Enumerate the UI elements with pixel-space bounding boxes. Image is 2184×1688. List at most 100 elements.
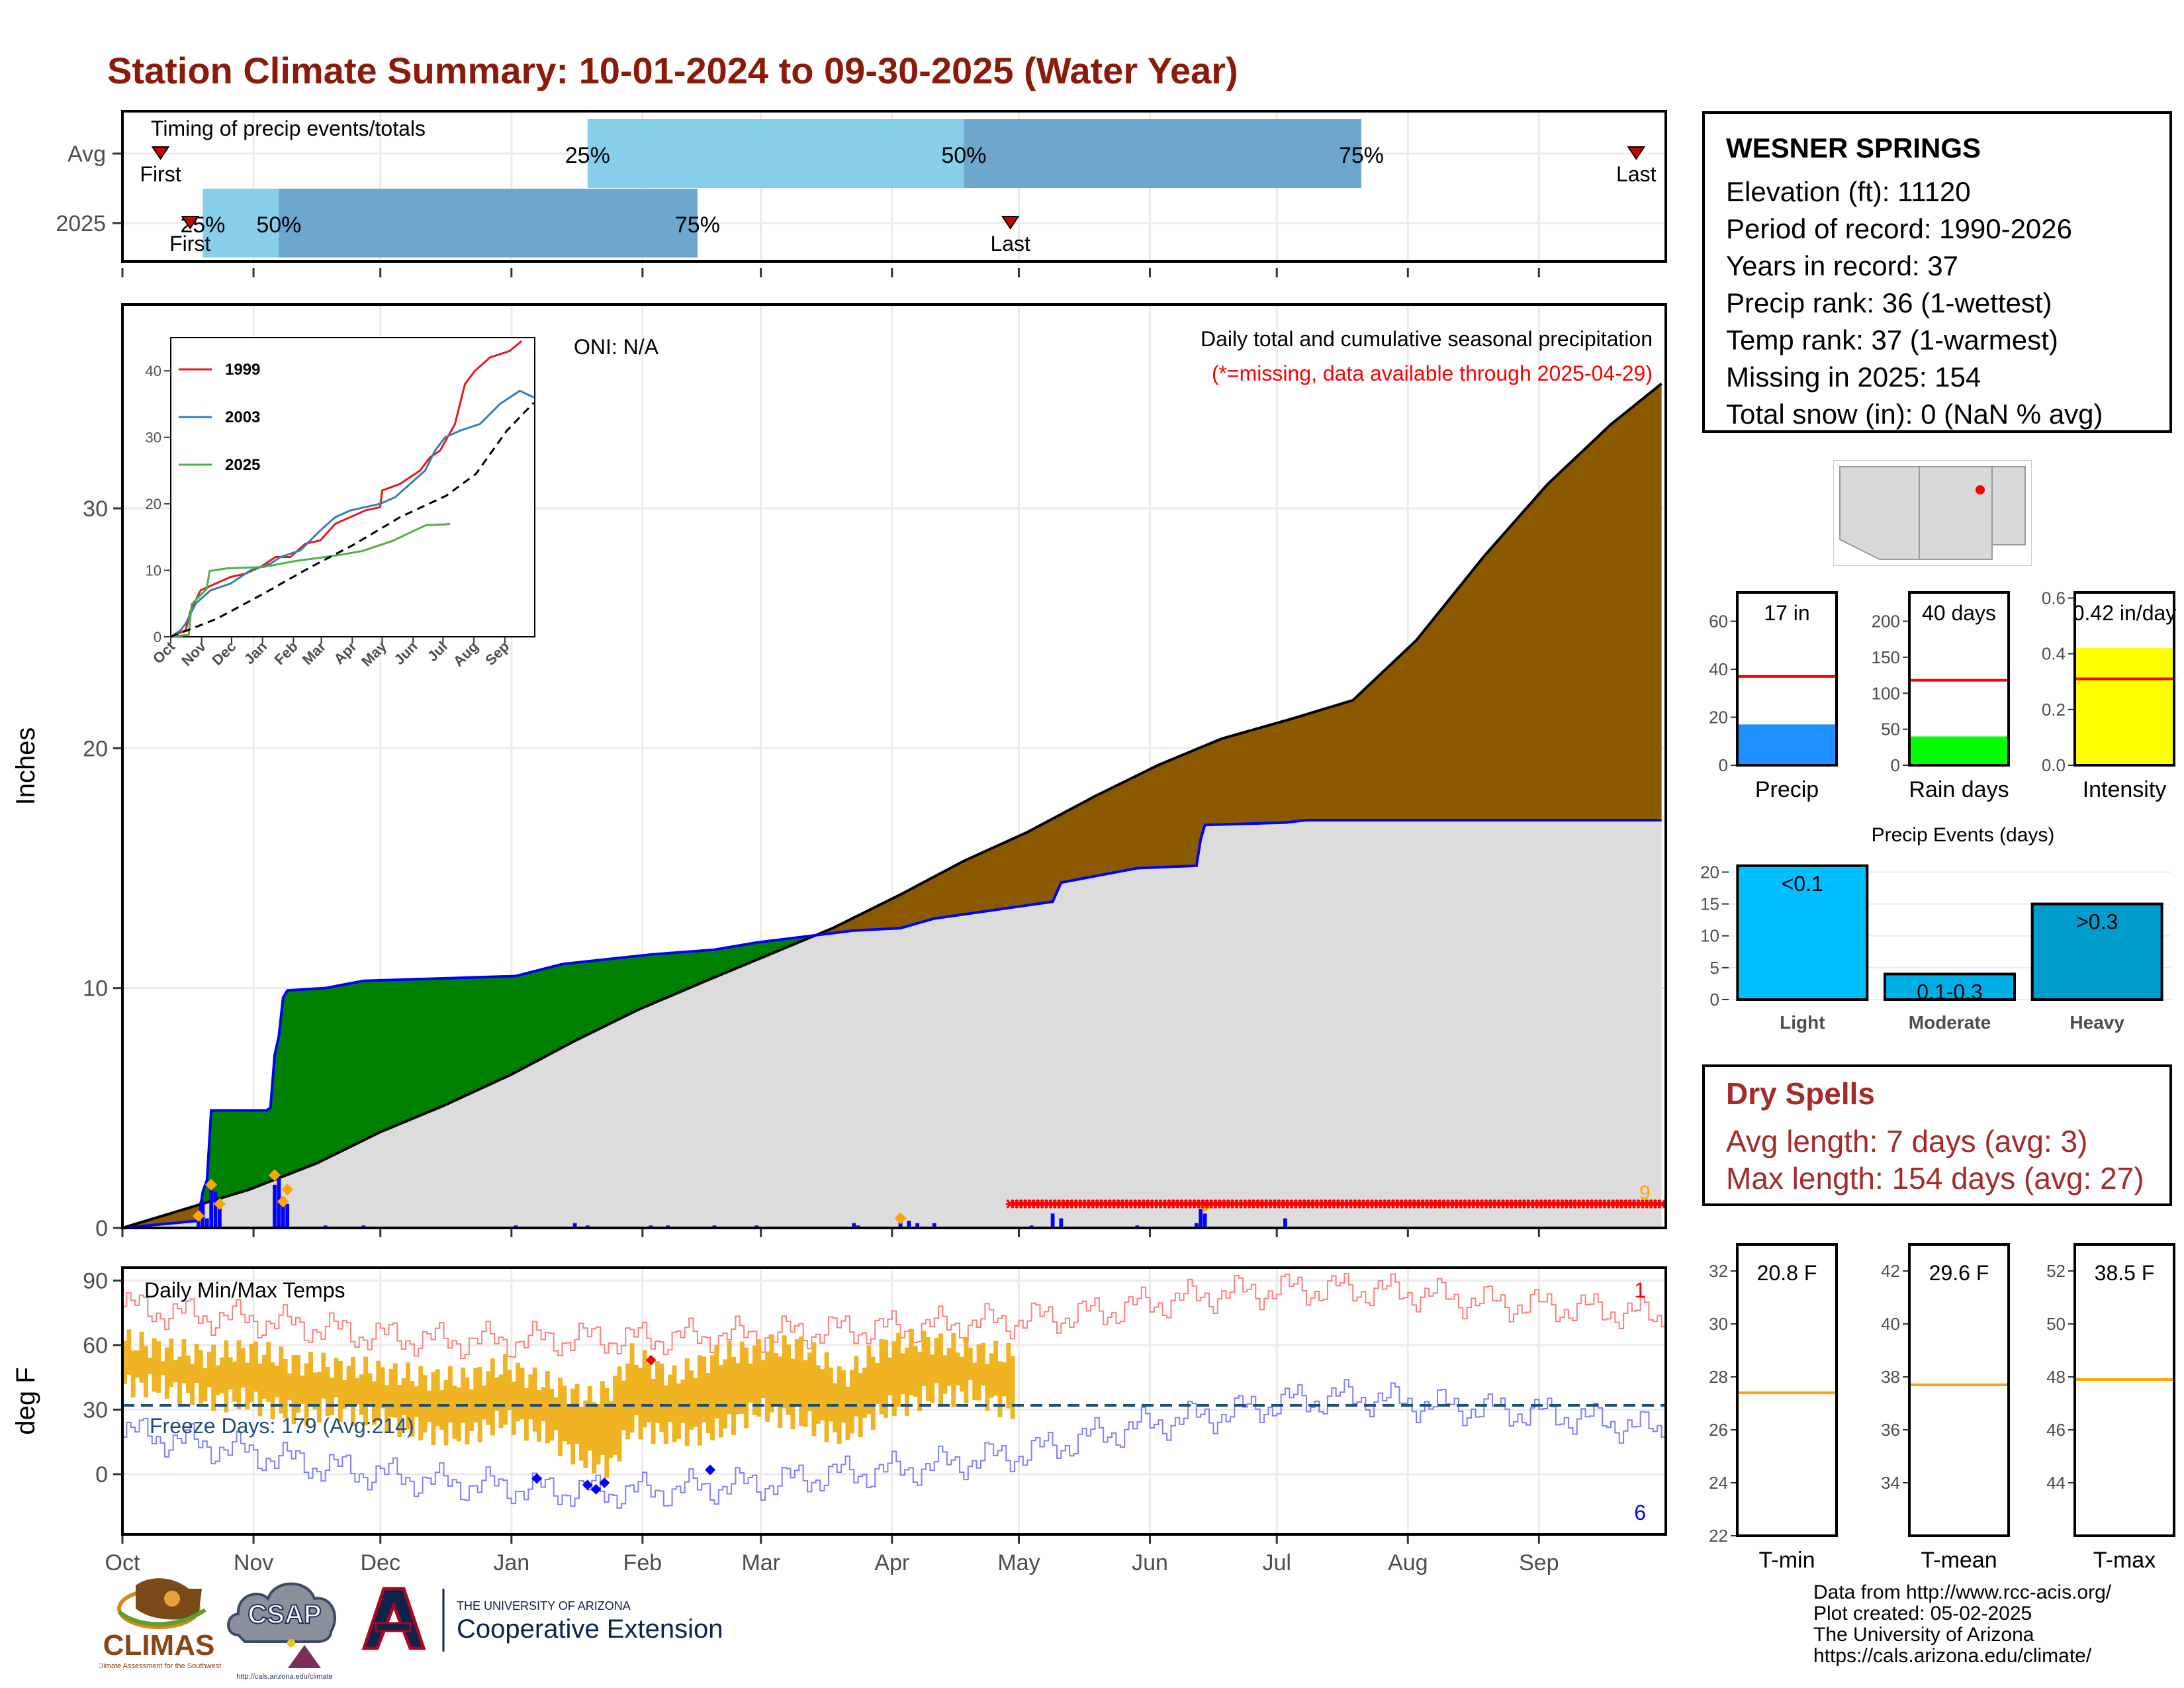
main-y-axis-label: Inches <box>11 727 40 806</box>
inset-x-tick-label-nov: Nov <box>178 637 210 669</box>
temp-observed-bar <box>392 1363 398 1418</box>
temp-observed-bar <box>321 1352 326 1399</box>
timing-row-label: Avg <box>68 142 106 167</box>
pva-y-tick-label: 150 <box>1872 647 1900 667</box>
temp-observed-bar <box>275 1365 279 1397</box>
temp-observed-bar <box>820 1369 825 1421</box>
temp-observed-bar <box>494 1377 500 1411</box>
main-daily-bar <box>205 1218 209 1228</box>
pva-y-tick-label: 20 <box>1709 708 1728 727</box>
temp-observed-bar <box>778 1356 783 1429</box>
main-y-tick-label: 10 <box>83 976 108 1002</box>
tva-y-tick-label: 46 <box>2046 1420 2066 1440</box>
temp-observed-bar <box>520 1368 525 1420</box>
temp-observed-bar <box>870 1356 876 1430</box>
main-daily-bar <box>197 1221 201 1228</box>
tva-y-tick-label: 26 <box>1709 1420 1728 1440</box>
temp-observed-bar <box>490 1358 495 1436</box>
inset-series-line-avg <box>170 402 535 638</box>
temp-observed-bar <box>1001 1362 1007 1397</box>
inset-x-tick-label-sep: Sep <box>482 638 512 669</box>
temp-observed-bar <box>900 1353 905 1395</box>
temp-observed-bar <box>887 1357 893 1396</box>
temp-observed-bar <box>760 1360 766 1398</box>
temp-observed-bar <box>219 1357 224 1393</box>
temp-observed-bar <box>228 1357 233 1389</box>
temp-observed-bar <box>206 1352 212 1387</box>
timing-bar-q25-q50 <box>587 119 964 188</box>
temp-observed-bar <box>613 1376 618 1455</box>
tva-y-tick-label: 52 <box>2046 1261 2066 1281</box>
temp-observed-bar <box>410 1381 415 1437</box>
main-daily-bar <box>281 1196 285 1228</box>
temp-observed-bar <box>884 1339 888 1418</box>
station-years: Years in record: 37 <box>1726 250 1958 281</box>
temp-observed-bar <box>338 1360 343 1422</box>
temp-x-tick-label-jun: Jun <box>1132 1550 1168 1575</box>
temp-observed-bar <box>503 1354 508 1425</box>
temp-observed-bar <box>587 1385 592 1451</box>
timing-label-first: First <box>169 232 210 256</box>
temp-observed-bar <box>435 1369 440 1427</box>
temp-observed-bar <box>985 1364 990 1411</box>
inset-y-tick-label: 10 <box>146 563 161 579</box>
temp-x-tick-label-jan: Jan <box>493 1550 529 1575</box>
temp-observed-bar <box>240 1348 246 1388</box>
temp-observed-bar <box>156 1341 161 1393</box>
temp-observed-bar <box>845 1386 850 1440</box>
main-daily-marker <box>269 1169 281 1182</box>
temp-observed-bar <box>849 1370 854 1434</box>
temp-observed-bar <box>993 1340 999 1396</box>
temp-observed-bar <box>600 1381 605 1456</box>
station-name: WESNER SPRINGS <box>1726 132 1981 164</box>
temp-observed-bar <box>160 1361 165 1376</box>
temp-observed-bar <box>815 1365 821 1424</box>
pva-value-label: 17 in <box>1764 601 1809 625</box>
temp-y-axis-label: deg F <box>11 1367 40 1434</box>
temp-observed-bar <box>794 1339 799 1407</box>
station-period: Period of record: 1990-2026 <box>1726 213 2073 244</box>
temp-observed-bar <box>456 1387 461 1442</box>
temp-observed-bar <box>854 1356 859 1417</box>
events-y-tick-label: 10 <box>1700 926 1719 946</box>
events-y-tick-label: 0 <box>1710 990 1719 1009</box>
temp-observed-bar <box>756 1339 762 1417</box>
temp-observed-bar <box>215 1365 220 1395</box>
main-daily-bar <box>1059 1218 1064 1228</box>
main-avg-line <box>122 383 1662 1229</box>
inset-x-tick-label-jun: Jun <box>390 638 420 668</box>
inset-x-tick-label-aug: Aug <box>450 638 482 670</box>
temp-observed-bar <box>253 1341 258 1392</box>
timing-bar-q50-q75 <box>964 119 1361 188</box>
temp-observed-bar <box>921 1331 927 1387</box>
main-daily-bar <box>273 1184 277 1228</box>
temp-x-tick-label-sep: Sep <box>1519 1550 1559 1575</box>
temp-observed-bar <box>625 1363 631 1440</box>
temp-observed-bar <box>592 1401 597 1474</box>
temp-plot-border <box>121 1266 1667 1536</box>
temp-observed-bar <box>913 1346 918 1397</box>
temp-observed-bar <box>439 1389 445 1430</box>
station-snow: Total snow (in): 0 (NaN % avg) <box>1726 399 2103 430</box>
temp-observed-bar <box>190 1364 195 1405</box>
timing-marker-first <box>181 216 200 230</box>
inset-x-tick-label-jan: Jan <box>241 638 270 667</box>
tva-y-tick-label: 50 <box>2046 1314 2066 1334</box>
temp-observed-bar <box>731 1356 736 1435</box>
temp-observed-bar <box>668 1374 673 1423</box>
temp-observed-bar <box>689 1370 694 1430</box>
inset-plot-bg <box>170 337 535 637</box>
temp-observed-bar <box>135 1350 140 1378</box>
tva-y-tick-label: 24 <box>1709 1473 1728 1493</box>
pva-bar-rain-days <box>1909 736 2009 765</box>
pva-y-tick-label: 0 <box>1719 755 1728 775</box>
temp-observed-bar <box>748 1363 753 1403</box>
temp-observed-bar <box>549 1388 555 1441</box>
temp-observed-bar <box>465 1378 470 1445</box>
page-title: Station Climate Summary: 10-01-2024 to 0… <box>107 50 1238 91</box>
temp-observed-bar <box>837 1366 842 1444</box>
temp-observed-bar <box>744 1347 749 1429</box>
events-bar-light <box>1736 864 1869 1002</box>
temp-record-high-count: 1 <box>1634 1278 1646 1302</box>
timing-marker-last <box>1001 216 1020 230</box>
